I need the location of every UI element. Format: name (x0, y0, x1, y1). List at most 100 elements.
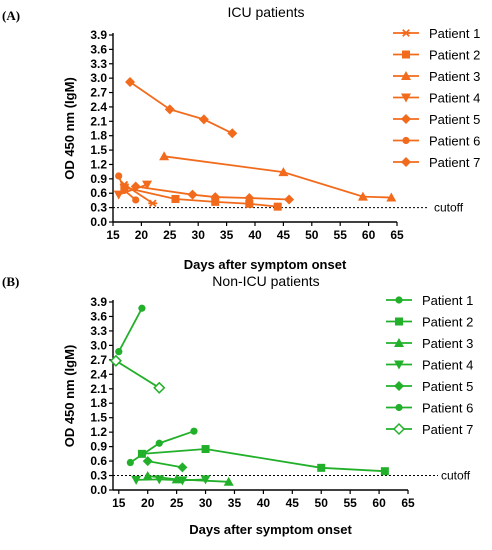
y-tick-label: 2.7 (90, 353, 107, 367)
data-point (284, 194, 295, 205)
data-point (113, 190, 124, 200)
legend-marker (401, 157, 411, 167)
legend-marker (401, 93, 411, 103)
legend-label: Patient 5 (429, 112, 480, 127)
legend-marker (395, 403, 403, 412)
data-point (115, 348, 123, 356)
chart-panel-1: (A) ICU patients0.00.30.60.91.21.51.82.12… (2, 4, 480, 272)
x-tick-label: 25 (170, 496, 184, 510)
legend-label: Patient 6 (422, 401, 473, 416)
cutoff-label: cutoff (434, 201, 464, 215)
chart-title: Non-ICU patients (212, 273, 319, 289)
data-point (273, 202, 282, 211)
legend-entry: Patient 6 (386, 401, 473, 416)
series-line (115, 360, 160, 389)
x-tick-label: 25 (163, 228, 177, 242)
legend-entry: Patient 2 (386, 315, 473, 330)
data-point (109, 354, 122, 367)
data-point (138, 304, 146, 312)
series-line (129, 81, 233, 135)
y-tick-label: 3.6 (90, 309, 107, 323)
data-point (142, 456, 153, 467)
legend-entry: Patient 6 (393, 134, 480, 149)
x-tick-label: 60 (372, 496, 386, 510)
data-point (125, 76, 136, 87)
series-patient-2 (137, 445, 389, 476)
x-tick-label: 65 (401, 496, 415, 510)
series-patient-3 (159, 151, 397, 202)
legend-marker (402, 136, 410, 145)
data-point (187, 189, 198, 200)
y-tick-label: 2.4 (90, 100, 107, 114)
data-point (142, 180, 153, 190)
series-patient-6 (115, 172, 140, 204)
legend-marker (394, 338, 404, 347)
series-patient-1 (126, 427, 198, 467)
data-point (380, 467, 389, 476)
x-tick-label: 60 (362, 228, 376, 242)
series-line (136, 478, 206, 482)
x-tick-label: 40 (257, 496, 271, 510)
legend-entry: Patient 7 (393, 155, 480, 170)
panel-label: (A) (2, 8, 20, 23)
series-line (147, 460, 183, 469)
data-point (210, 192, 221, 203)
legend-entry: Patient 3 (386, 336, 473, 351)
legend-label: Patient 5 (422, 379, 473, 394)
legend-entry: Patient 7 (386, 422, 473, 437)
data-point (177, 476, 188, 486)
y-tick-label: 2.1 (90, 114, 107, 128)
data-point (386, 192, 397, 202)
data-point (244, 193, 255, 204)
legend-label: Patient 2 (422, 315, 473, 330)
data-point (142, 471, 153, 481)
x-tick-label: 65 (390, 228, 404, 242)
series-patient-4 (131, 475, 211, 486)
legend-label: Patient 7 (422, 422, 473, 437)
legend-label: Patient 6 (429, 134, 480, 149)
data-point (159, 151, 170, 161)
y-tick-label: 3.0 (90, 71, 107, 85)
legend-label: Patient 3 (429, 69, 480, 84)
data-point (126, 458, 134, 467)
series-patient-7 (109, 354, 166, 394)
x-tick-label: 35 (228, 496, 242, 510)
data-point (177, 462, 188, 473)
y-tick-label: 1.2 (90, 157, 107, 171)
legend-marker (395, 317, 403, 326)
data-point (120, 186, 128, 194)
x-tick-label: 50 (305, 228, 319, 242)
series-patient-5 (142, 456, 188, 473)
data-point (245, 199, 254, 208)
chart-panel-2: (B) Non-ICU patients 0.00.30.60.91.21.51.8… (2, 273, 473, 537)
data-point (227, 128, 238, 139)
series-patient-5 (125, 76, 238, 139)
y-tick-label: 2.1 (90, 382, 107, 396)
data-point (132, 196, 140, 204)
series-line (124, 186, 278, 208)
y-axis-label: OD 450 nm (IgM) (62, 77, 77, 180)
y-tick-label: 0.0 (90, 215, 107, 229)
cutoff-label: cutoff (441, 469, 471, 483)
x-tick-label: 20 (135, 228, 149, 242)
legend-entry: Patient 2 (393, 48, 480, 63)
x-tick-label: 30 (192, 228, 206, 242)
data-point (200, 475, 211, 485)
y-tick-label: 2.7 (90, 86, 107, 100)
legend-entry: Patient 5 (393, 112, 480, 127)
data-point (190, 427, 198, 435)
x-tick-label: 15 (112, 496, 126, 510)
x-tick-label: 55 (343, 496, 357, 510)
y-axis-label: OD 450 nm (IgM) (62, 345, 77, 448)
series-line (164, 155, 392, 199)
y-tick-label: 0.9 (90, 440, 107, 454)
legend-label: Patient 7 (429, 155, 480, 170)
x-tick-label: 45 (286, 496, 300, 510)
legend-entry: Patient 1 (386, 293, 473, 308)
legend-marker (401, 29, 411, 37)
legend-marker (401, 114, 411, 124)
y-tick-label: 0.0 (90, 483, 107, 497)
data-point (164, 104, 175, 115)
data-point (131, 475, 142, 485)
data-point (130, 181, 141, 192)
